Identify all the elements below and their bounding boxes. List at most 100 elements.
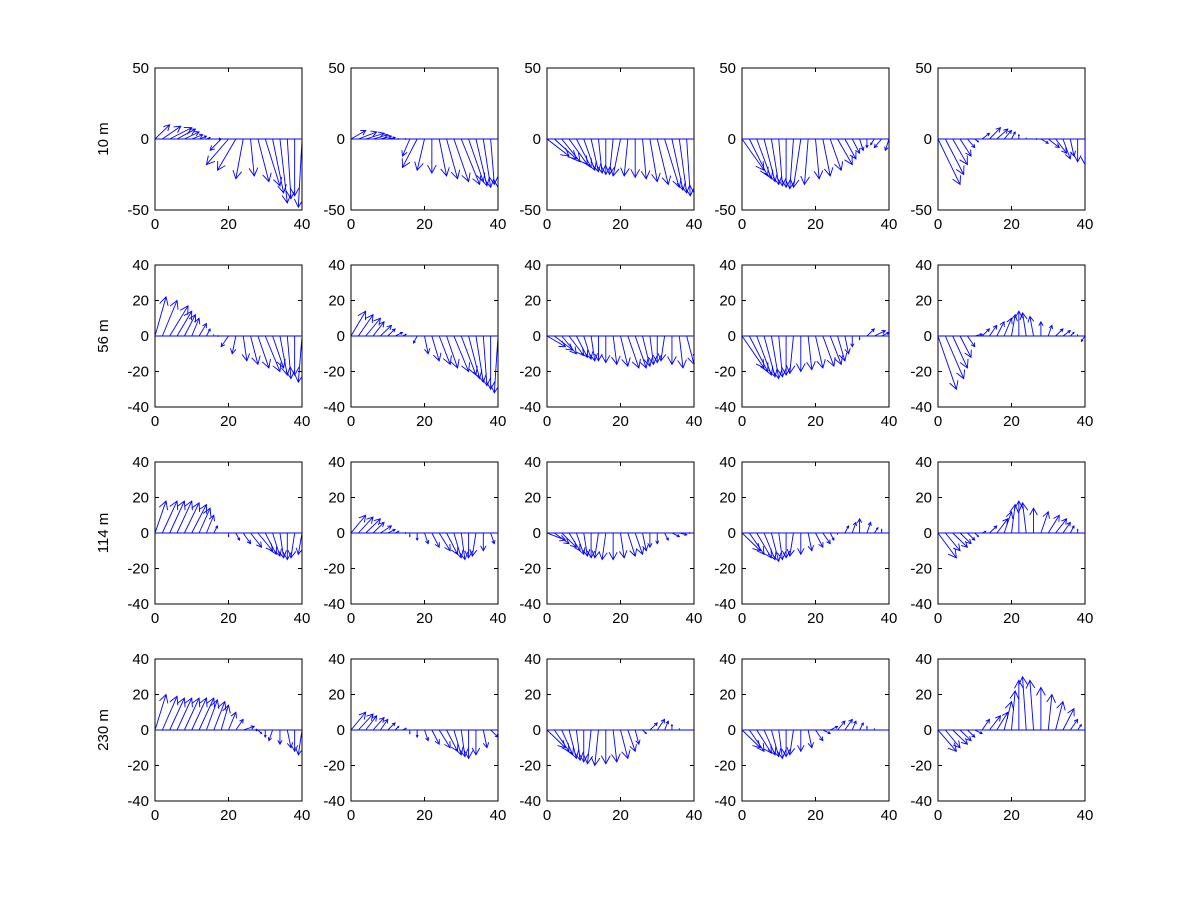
- arrow-shaft: [938, 335, 957, 390]
- arrow-head: [286, 742, 294, 749]
- arrow-shaft: [586, 729, 592, 764]
- arrow-shaft: [851, 138, 860, 154]
- y-tick-label: 40: [132, 257, 149, 274]
- arrow-head: [391, 328, 396, 333]
- x-tick-label: 20: [1003, 807, 1020, 824]
- arrow-group: [155, 124, 302, 209]
- y-tick-label: -20: [519, 364, 541, 381]
- arrow-head: [289, 187, 300, 197]
- y-tick-label: 0: [141, 328, 149, 345]
- y-tick-label: 20: [132, 490, 149, 507]
- y-tick-label: 0: [141, 525, 149, 542]
- arrow-shaft: [671, 532, 680, 537]
- arrow-head: [781, 366, 791, 376]
- arrow-head: [689, 184, 694, 194]
- arrow-head: [953, 543, 961, 552]
- y-tick-label: 0: [533, 525, 541, 542]
- arrow-head: [777, 177, 787, 187]
- arrow-head: [401, 158, 411, 169]
- arrow-head: [404, 138, 408, 140]
- arrow-shaft: [967, 729, 976, 738]
- y-tick-label: 0: [728, 525, 736, 542]
- row-label: 230 m: [95, 709, 112, 751]
- arrow-head: [371, 715, 378, 722]
- arrow-head: [866, 725, 868, 728]
- y-tick-label: 40: [719, 454, 736, 471]
- arrow-head: [834, 161, 844, 172]
- arrow-shaft: [1022, 676, 1027, 731]
- arrow-head: [964, 349, 972, 359]
- arrow-head: [360, 130, 367, 136]
- arrow-shaft: [272, 138, 285, 194]
- arrow-head: [248, 167, 259, 177]
- y-tick-label: -40: [323, 399, 345, 416]
- arrow-head: [392, 528, 396, 532]
- arrow-head: [563, 538, 570, 545]
- x-tick-label: 40: [881, 610, 898, 627]
- arrow-head: [850, 343, 855, 348]
- arrow-shaft: [198, 135, 207, 140]
- arrow-head: [677, 359, 687, 369]
- y-tick-label: -40: [127, 793, 149, 810]
- x-tick-label: 40: [1077, 216, 1094, 233]
- panel-r3-c1: 0 20 40 -40 -20 0 20 40: [127, 454, 310, 627]
- arrow-shaft: [748, 729, 765, 752]
- arrow-shaft: [358, 516, 374, 534]
- arrow-head: [250, 725, 256, 730]
- x-tick-label: 40: [490, 610, 507, 627]
- arrow-shaft: [686, 138, 691, 196]
- x-tick-label: 40: [294, 413, 311, 430]
- arrow-shaft: [844, 719, 853, 731]
- arrow-head: [425, 737, 430, 742]
- arrow-head: [163, 124, 171, 132]
- arrow-shaft: [460, 532, 466, 560]
- arrow-head: [408, 732, 411, 735]
- arrow-shaft: [554, 532, 570, 545]
- arrow-head: [207, 328, 211, 332]
- arrow-shaft: [967, 138, 976, 148]
- arrow-head: [412, 340, 416, 344]
- arrow-shaft: [365, 132, 385, 140]
- arrow-shaft: [1055, 518, 1067, 534]
- panel-r2-c2: 0 20 40 -40 -20 0 20 40: [323, 257, 506, 430]
- arrow-head: [875, 526, 879, 530]
- arrow-head: [841, 720, 846, 725]
- arrow-head: [237, 537, 241, 541]
- x-tick-label: 0: [934, 413, 942, 430]
- arrow-shaft: [807, 335, 813, 370]
- arrow-shaft: [870, 138, 875, 145]
- arrow-shaft: [575, 729, 581, 761]
- arrow-head: [1045, 140, 1050, 144]
- arrow-shaft: [183, 502, 200, 534]
- x-tick-label: 20: [1003, 216, 1020, 233]
- arrow-shaft: [1062, 522, 1071, 534]
- arrow-head: [764, 365, 774, 376]
- arrow-shaft: [424, 532, 429, 544]
- arrow-head: [601, 166, 611, 176]
- arrow-shaft: [264, 335, 281, 372]
- arrow-head: [442, 355, 452, 366]
- arrow-shaft: [981, 132, 990, 140]
- arrow-head: [1012, 131, 1016, 135]
- arrow-shaft: [583, 532, 588, 557]
- arrow-shaft: [372, 717, 385, 731]
- arrow-shaft: [996, 128, 1009, 140]
- arrow-shaft: [770, 138, 780, 185]
- arrow-shaft: [358, 131, 377, 140]
- arrow-head: [216, 335, 219, 337]
- arrow-head: [574, 751, 584, 762]
- arrow-shaft: [974, 333, 983, 337]
- arrow-head: [959, 358, 969, 369]
- arrow-head: [1046, 693, 1056, 704]
- arrow-head: [1004, 700, 1015, 711]
- arrow-shaft: [169, 697, 185, 731]
- arrow-head: [1042, 510, 1050, 519]
- arrow-head: [763, 744, 772, 754]
- arrow-shaft: [279, 138, 288, 203]
- arrow-head: [670, 723, 674, 727]
- arrow-shaft: [561, 729, 574, 756]
- y-tick-label: 20: [915, 293, 932, 310]
- arrow-shaft: [446, 532, 458, 555]
- arrow-shaft: [996, 321, 1005, 337]
